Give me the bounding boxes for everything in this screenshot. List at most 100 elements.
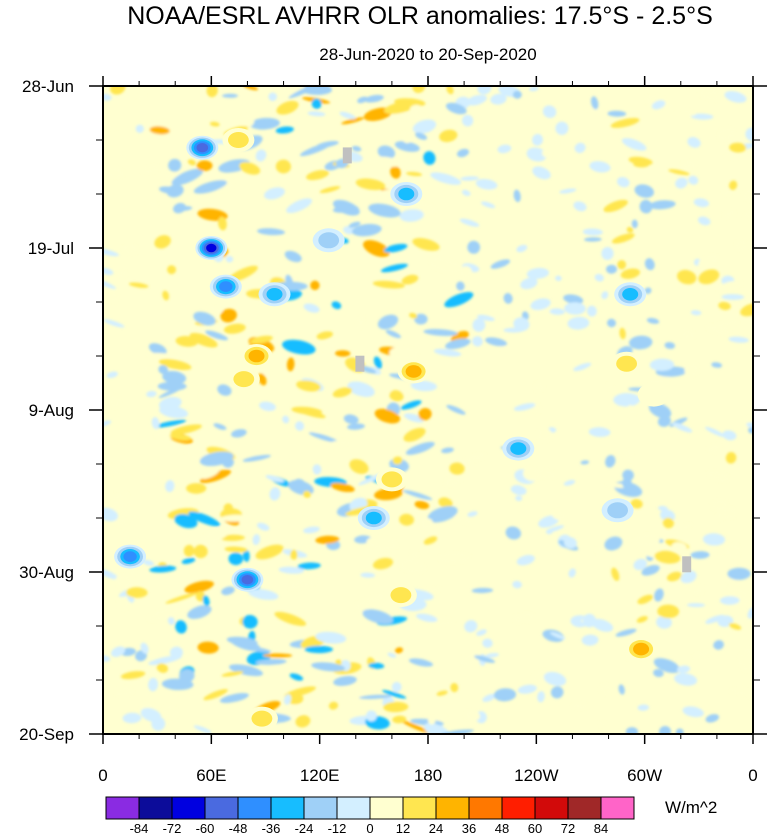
- anomaly-blob: [220, 308, 237, 323]
- anomaly-blob: [343, 226, 356, 235]
- anomaly-feature: [502, 436, 535, 461]
- anomaly-blob: [117, 596, 129, 610]
- anomaly-blob: [626, 226, 634, 233]
- anomaly-blob: [543, 671, 567, 686]
- colorbar-units: W/m^2: [665, 798, 717, 817]
- anomaly-blob: [111, 492, 129, 500]
- anomaly-blob: [328, 701, 339, 710]
- anomaly-blob: [312, 464, 322, 475]
- anomaly-blob: [222, 93, 238, 98]
- anomaly-blob: [303, 423, 333, 433]
- anomaly-blob: [206, 86, 218, 98]
- anomaly-blob: [394, 98, 426, 107]
- anomaly-blob: [674, 673, 698, 686]
- anomaly-blob: [103, 167, 125, 178]
- anomaly-blob: [193, 311, 216, 326]
- anomaly-blob: [446, 404, 466, 415]
- anomaly-blob: [106, 371, 118, 379]
- anomaly-blob: [250, 335, 273, 344]
- anomaly-blob: [594, 273, 604, 282]
- anomaly-blob: [365, 710, 377, 722]
- colorbar: -84 -72 -60 -48 -36 -24 -12 0 12 24 36 48 60 72 84: [105, 796, 635, 835]
- anomaly-blob: [392, 715, 407, 724]
- anomaly-blob: [108, 395, 121, 409]
- anomaly-blob: [472, 318, 486, 332]
- colorbar-swatch: [336, 796, 371, 820]
- anomaly-blob: [377, 145, 396, 160]
- anomaly-blob: [404, 413, 424, 423]
- anomaly-blob: [589, 161, 611, 173]
- anomaly-blob: [512, 90, 522, 99]
- anomaly-blob: [490, 259, 511, 269]
- anomaly-blob: [288, 578, 316, 590]
- anomaly-blob: [135, 124, 144, 133]
- anomaly-blob: [303, 526, 320, 534]
- anomaly-blob: [170, 424, 202, 435]
- anomaly-blob: [167, 265, 177, 275]
- missing-data-layer: [342, 147, 692, 573]
- anomaly-blob: [595, 546, 604, 554]
- anomaly-blob: [416, 613, 438, 622]
- anomaly-blob: [193, 544, 208, 559]
- anomaly-blob: [621, 138, 647, 151]
- anomaly-blob: [224, 546, 248, 553]
- anomaly-blob: [111, 499, 125, 512]
- anomaly-blob: [724, 91, 747, 103]
- anomaly-blob: [606, 264, 617, 274]
- anomaly-blob: [438, 497, 453, 509]
- anomaly-blob: [668, 169, 690, 176]
- anomaly-blob: [550, 686, 564, 699]
- anomaly-blob: [356, 316, 365, 329]
- anomaly-blob: [546, 528, 553, 535]
- anomaly-blob: [213, 423, 227, 430]
- anomaly-blob: [724, 153, 738, 159]
- anomaly-blob: [648, 402, 672, 419]
- anomaly-blob: [380, 263, 408, 273]
- anomaly-blob: [521, 612, 535, 622]
- anomaly-blob: [335, 350, 351, 357]
- anomaly-blob: [297, 562, 321, 570]
- anomaly-blob: [199, 469, 232, 484]
- anomaly-contour: [206, 243, 217, 253]
- colorbar-label: -60: [196, 821, 215, 835]
- anomaly-blob: [649, 358, 675, 372]
- anomaly-blob: [503, 327, 524, 333]
- anomaly-blob: [151, 417, 160, 430]
- anomaly-blob: [463, 453, 486, 464]
- anomaly-blob: [611, 567, 620, 581]
- anomaly-blob: [333, 676, 357, 686]
- anomaly-blob: [624, 449, 633, 462]
- anomaly-blob: [355, 178, 386, 191]
- anomaly-contour: [510, 442, 527, 455]
- anomaly-blob: [225, 255, 234, 263]
- anomaly-blob: [573, 362, 592, 371]
- anomaly-blob: [599, 720, 606, 727]
- anomaly-blob: [103, 248, 119, 257]
- anomaly-blob: [459, 218, 480, 227]
- anomaly-blob: [467, 511, 478, 517]
- anomaly-blob: [347, 423, 365, 430]
- anomaly-blob: [631, 219, 638, 229]
- anomaly-blob: [310, 280, 320, 291]
- anomaly-blob: [474, 655, 496, 663]
- anomaly-blob: [477, 86, 492, 95]
- anomaly-blob: [513, 403, 536, 411]
- anomaly-blob: [385, 329, 401, 339]
- anomaly-blob: [323, 340, 334, 352]
- anomaly-blob: [159, 359, 192, 370]
- anomaly-blob: [549, 308, 565, 315]
- anomaly-blob: [406, 171, 423, 177]
- anomaly-blob: [275, 126, 294, 134]
- anomaly-blob: [374, 408, 401, 424]
- anomaly-blob: [705, 614, 725, 624]
- anomaly-blob: [201, 526, 231, 544]
- anomaly-blob: [705, 426, 726, 438]
- anomaly-blob: [196, 160, 213, 172]
- anomaly-blob: [444, 292, 474, 308]
- anomaly-blob: [269, 487, 281, 501]
- anomaly-blob: [591, 96, 599, 110]
- anomaly-blob: [219, 693, 249, 703]
- anomaly-blob: [680, 570, 697, 584]
- anomaly-blob: [444, 476, 462, 487]
- anomaly-contour: [196, 143, 209, 153]
